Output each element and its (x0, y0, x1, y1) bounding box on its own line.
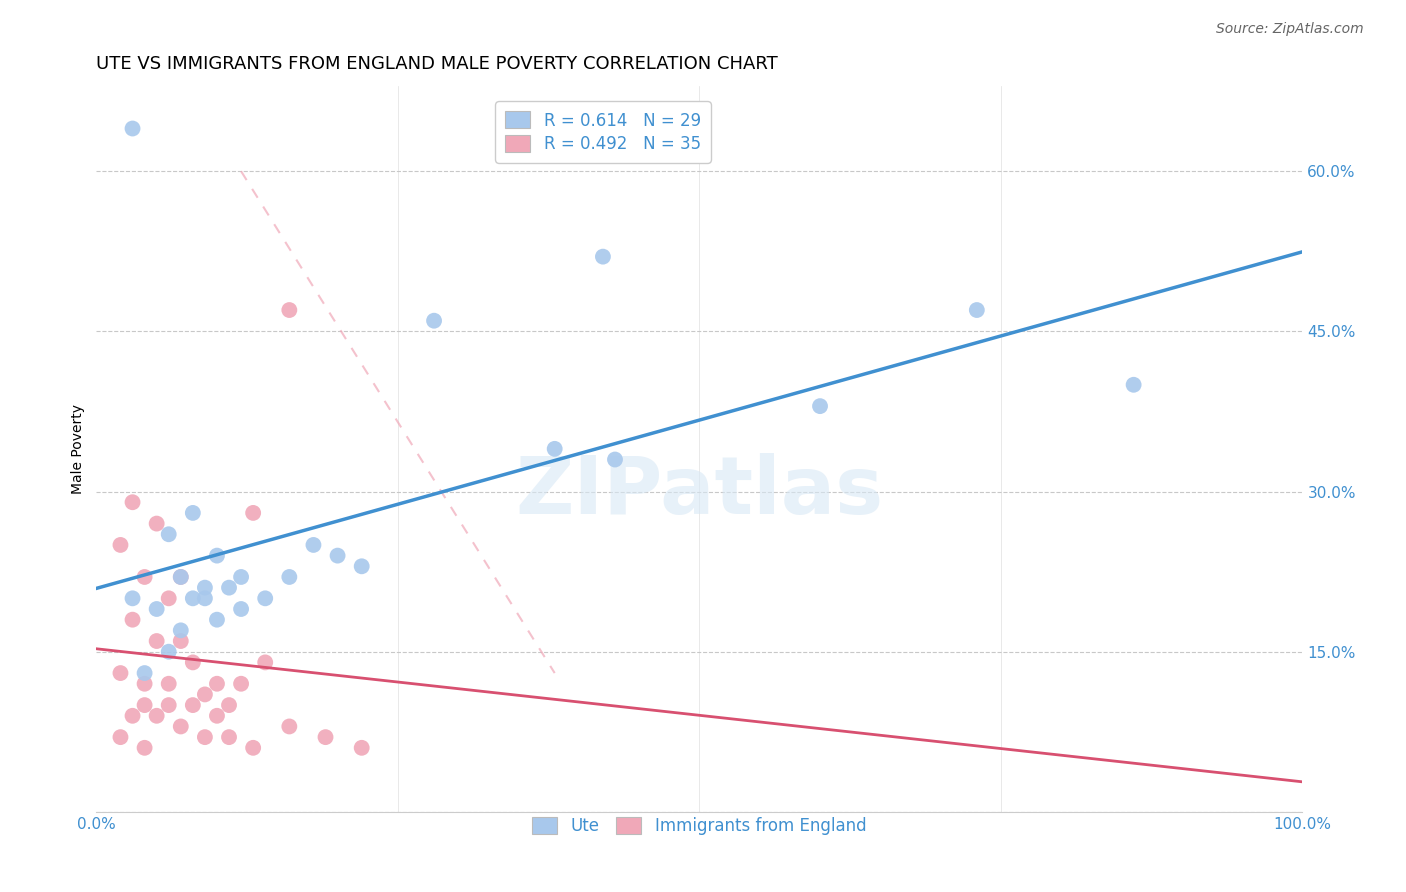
Point (278, 719, 301, 733)
Point (278, 303, 301, 318)
Point (808, 399, 831, 413)
Point (121, 121, 143, 136)
Legend: Ute, Immigrants from England: Ute, Immigrants from England (524, 809, 875, 844)
Point (157, 527, 180, 541)
Point (181, 591, 204, 606)
Text: Source: ZipAtlas.com: Source: ZipAtlas.com (1216, 22, 1364, 37)
Point (350, 740, 373, 755)
Text: UTE VS IMMIGRANTS FROM ENGLAND MALE POVERTY CORRELATION CHART: UTE VS IMMIGRANTS FROM ENGLAND MALE POVE… (97, 55, 778, 73)
Point (278, 570, 301, 584)
Point (170, 570, 193, 584)
Point (205, 613, 228, 627)
Point (170, 634, 193, 648)
Point (181, 656, 204, 670)
Point (254, 591, 277, 606)
Point (134, 677, 156, 691)
Point (145, 634, 167, 648)
Point (302, 538, 325, 552)
Point (157, 677, 180, 691)
Point (134, 666, 156, 681)
Point (181, 698, 204, 712)
Point (121, 613, 143, 627)
Point (315, 730, 337, 744)
Point (218, 730, 240, 744)
Point (229, 602, 252, 616)
Point (229, 570, 252, 584)
Point (966, 303, 988, 318)
Point (110, 538, 132, 552)
Point (194, 591, 217, 606)
Point (145, 516, 167, 531)
Point (205, 549, 228, 563)
Point (205, 677, 228, 691)
Point (603, 452, 626, 467)
Point (110, 666, 132, 681)
Point (229, 677, 252, 691)
Point (254, 656, 277, 670)
Point (1122, 377, 1144, 392)
Point (544, 442, 567, 456)
Point (326, 549, 349, 563)
Point (145, 708, 167, 723)
Text: ZIPatlas: ZIPatlas (515, 453, 883, 532)
Point (350, 559, 373, 574)
Point (205, 708, 228, 723)
Point (194, 730, 217, 744)
Point (170, 624, 193, 638)
Point (134, 698, 156, 712)
Point (121, 495, 143, 509)
Point (170, 570, 193, 584)
Point (134, 570, 156, 584)
Point (592, 250, 614, 264)
Point (242, 506, 264, 520)
Point (145, 602, 167, 616)
Point (194, 688, 217, 702)
Point (134, 740, 156, 755)
Point (181, 506, 204, 520)
Point (110, 730, 132, 744)
Point (218, 581, 240, 595)
Point (121, 591, 143, 606)
Point (423, 314, 446, 328)
Point (170, 719, 193, 733)
Point (242, 740, 264, 755)
Point (157, 591, 180, 606)
Point (157, 645, 180, 659)
Point (121, 708, 143, 723)
Point (194, 581, 217, 595)
Point (218, 698, 240, 712)
Y-axis label: Male Poverty: Male Poverty (72, 404, 86, 494)
Point (157, 698, 180, 712)
